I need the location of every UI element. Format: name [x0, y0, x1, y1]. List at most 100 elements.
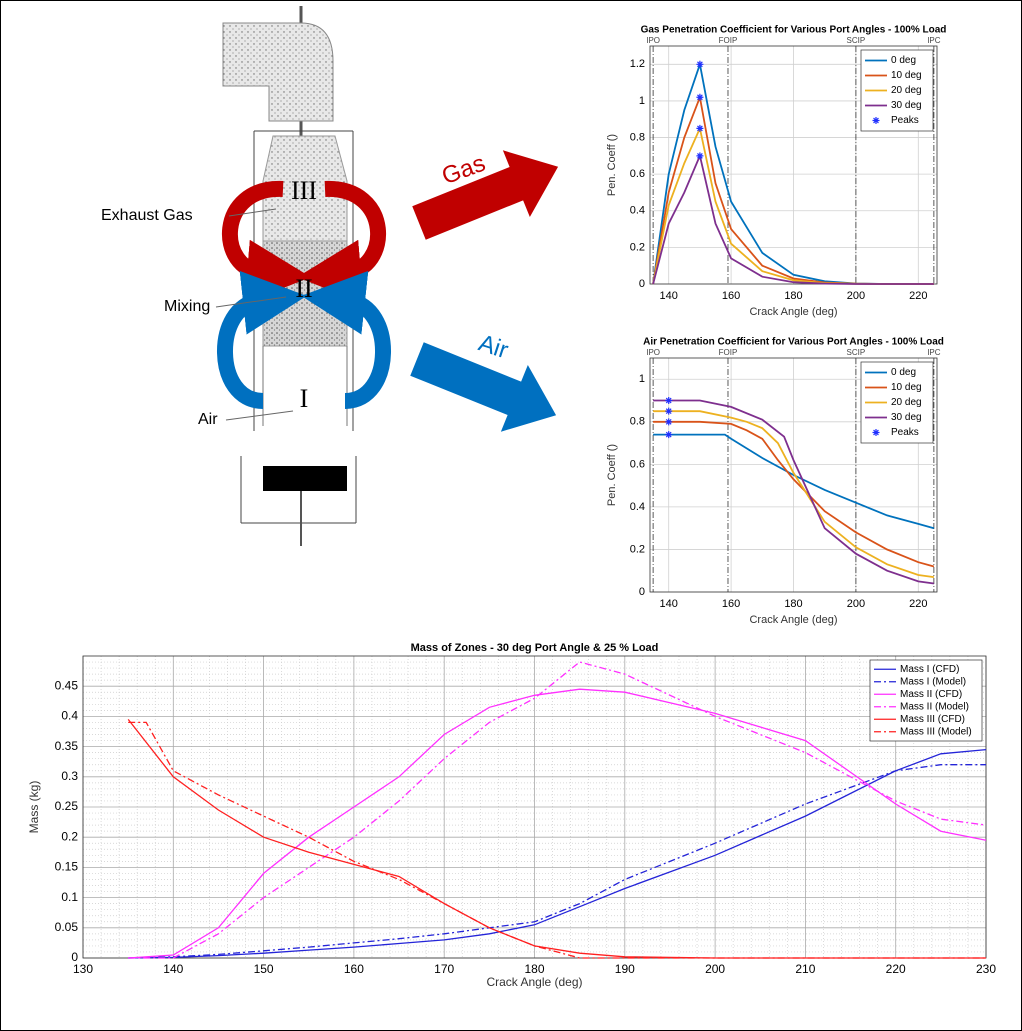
- y-tick-label: 1.2: [630, 58, 645, 70]
- x-tick-label: 220: [886, 962, 906, 976]
- legend-label: Mass I (CFD): [900, 664, 959, 675]
- y-tick-label: 0: [639, 278, 645, 290]
- arrow-label: Air: [475, 330, 511, 365]
- x-tick-label: 160: [722, 598, 740, 610]
- peak-marker: [665, 397, 673, 405]
- legend-label: 20 deg: [891, 85, 922, 96]
- data-line: [653, 420, 935, 568]
- data-line: [653, 433, 935, 530]
- y-tick-label: 0.6: [630, 458, 645, 470]
- legend-label: Peaks: [891, 427, 919, 438]
- y-axis-label: Pen. Coeff (): [606, 444, 618, 506]
- reference-label: SCIP: [847, 348, 866, 357]
- x-tick-label: 140: [660, 598, 678, 610]
- y-tick-label: 0.15: [55, 860, 79, 874]
- reference-label: SCIP: [847, 36, 866, 45]
- y-tick-label: 0.4: [61, 709, 78, 723]
- legend-label: 0 deg: [891, 55, 916, 66]
- air-arrow: [410, 342, 557, 432]
- legend-label: Mass II (Model): [900, 701, 969, 712]
- x-tick-label: 190: [615, 962, 635, 976]
- air-flow-arrow: [301, 270, 391, 409]
- reference-label: IPC: [927, 348, 941, 357]
- legend-label: Mass I (Model): [900, 676, 966, 687]
- leader: [215, 296, 287, 308]
- y-tick-label: 0.35: [55, 739, 79, 753]
- reference-label: IPC: [927, 36, 941, 45]
- x-axis-label: Crack Angle (deg): [749, 306, 837, 318]
- x-tick-label: 160: [344, 962, 364, 976]
- leader: [225, 410, 294, 421]
- y-tick-label: 0.05: [55, 920, 79, 934]
- y-tick-label: 0.2: [630, 241, 645, 253]
- legend-label: 10 deg: [891, 382, 922, 393]
- diagram-label: Exhaust Gas: [101, 207, 193, 224]
- legend-label: 30 deg: [891, 412, 922, 423]
- x-tick-label: 170: [434, 962, 454, 976]
- legend-label: Mass II (CFD): [900, 689, 962, 700]
- y-tick-label: 0.6: [630, 168, 645, 180]
- chart-title: Mass of Zones - 30 deg Port Angle & 25 %…: [411, 642, 659, 654]
- data-line: [128, 721, 986, 959]
- data-line: [128, 688, 987, 959]
- y-tick-label: 0.4: [630, 501, 645, 513]
- x-tick-label: 200: [847, 290, 865, 302]
- x-tick-label: 200: [847, 598, 865, 610]
- engine-diagram: III II I Exhaust Gas Mixing Air Gas Air: [101, 6, 559, 546]
- plot-frame: [82, 655, 987, 959]
- x-tick-label: 220: [909, 598, 927, 610]
- reference-label: FOIP: [719, 348, 738, 357]
- legend-label: Mass III (CFD): [900, 714, 965, 725]
- data-line: [653, 399, 935, 585]
- x-axis-label: Crack Angle (deg): [749, 614, 837, 626]
- reference-label: IPO: [646, 348, 660, 357]
- y-tick-label: 0.8: [630, 131, 645, 143]
- y-axis-label: Pen. Coeff (): [606, 134, 618, 196]
- piston: [263, 466, 347, 491]
- data-line: [653, 410, 935, 578]
- x-tick-label: 220: [909, 290, 927, 302]
- y-tick-label: 1: [639, 373, 645, 385]
- y-tick-label: 0.2: [630, 543, 645, 555]
- zone-label: I: [300, 384, 309, 413]
- legend-label: 30 deg: [891, 100, 922, 111]
- y-tick-label: 0.2: [61, 829, 78, 843]
- exhaust-duct: [222, 22, 334, 122]
- chart-title: Gas Penetration Coefficient for Various …: [641, 25, 947, 36]
- y-tick-label: 0.1: [61, 890, 78, 904]
- peak-marker: [665, 418, 673, 426]
- x-tick-label: 180: [784, 290, 802, 302]
- peak-marker: [696, 60, 704, 68]
- y-axis-label: Mass (kg): [27, 781, 41, 834]
- y-tick-label: 0.8: [630, 416, 645, 428]
- leader: [228, 208, 277, 217]
- air-flow-arrow: [217, 270, 307, 409]
- peak-marker: [696, 93, 704, 101]
- legend-label: Peaks: [891, 115, 919, 126]
- legend-label: 20 deg: [891, 397, 922, 408]
- x-tick-label: 230: [976, 962, 996, 976]
- x-tick-label: 160: [722, 290, 740, 302]
- reference-label: FOIP: [719, 36, 738, 45]
- gas-flow-arrow: [297, 180, 387, 304]
- gas-flow-arrow: [221, 180, 311, 304]
- y-tick-label: 0.4: [630, 205, 645, 217]
- peak-marker: [696, 124, 704, 132]
- peak-marker: [665, 431, 673, 439]
- x-tick-label: 130: [73, 962, 93, 976]
- y-tick-label: 0.25: [55, 799, 79, 813]
- x-tick-label: 200: [705, 962, 725, 976]
- y-tick-label: 0: [639, 586, 645, 598]
- x-tick-label: 140: [163, 962, 183, 976]
- data-line: [652, 152, 934, 285]
- reference-label: IPO: [646, 36, 660, 45]
- legend: [869, 659, 983, 742]
- diagram-label: Air: [198, 411, 218, 428]
- legend-label: Mass III (Model): [900, 726, 972, 737]
- y-tick-label: 0.3: [61, 769, 78, 783]
- x-tick-label: 180: [784, 598, 802, 610]
- zone-label: II: [295, 274, 312, 303]
- data-line: [128, 748, 987, 959]
- legend-marker: [872, 429, 880, 436]
